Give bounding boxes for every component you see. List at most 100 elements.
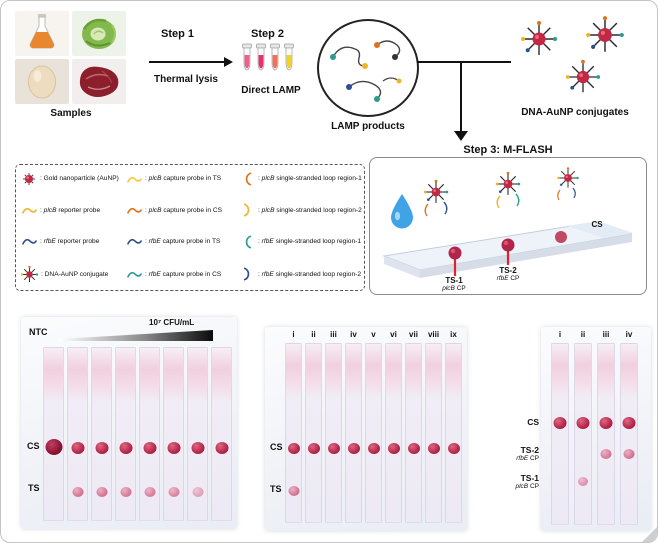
result-dot [307,443,320,454]
panel-b-collabels: i ii iii iv v vi vii viii ix [285,330,462,339]
strip-index-label: v [371,330,376,339]
lfa-strip [597,343,615,525]
lfa-strip [385,343,402,523]
lfa-strip [345,343,362,523]
strip-sample-pad [346,344,361,398]
legend-item: : Gold nanoparticle (AuNP) [21,172,124,186]
meat-sample-image [72,59,126,104]
plcb-loop-1-icon [239,172,255,186]
strip-sample-pad [140,348,159,402]
connector-line-horizontal [417,61,511,63]
result-dot [96,487,107,497]
dna-aunp-conjugates-group [509,13,645,105]
result-dot [191,442,204,454]
strip-sample-pad [188,348,207,402]
lfa-strip [139,347,160,521]
result-dot [119,442,132,454]
sample-photos [15,11,127,104]
panel-c-collabels: i ii iii iv [551,330,638,339]
plcb-loop-2-icon [239,203,255,217]
strip-sample-pad [116,348,135,402]
strip-sample-pad [306,344,321,398]
conjugate-stars-drawing [520,15,625,93]
lfa-strip [445,343,462,523]
lfa-strip [43,347,64,521]
strip-sample-pad [286,344,301,398]
result-dot [623,449,635,459]
legend-label: : rfbE capture probe in TS [145,238,221,246]
strip-sample-pad [164,348,183,402]
strip-sample-pad [446,344,461,398]
legend-item: : DNA-AuNP conjugate [21,265,124,283]
result-dot [287,443,300,454]
step1-label: Step 1 [161,28,195,40]
lfa-strip [187,347,208,521]
strip-sample-pad [326,344,341,398]
strip-index-label: i [292,330,295,339]
legend-item: : plcB single-stranded loop region-1 [239,172,363,186]
result-dot [387,443,400,454]
down-arrow [454,131,468,141]
aunp-icon [21,172,37,186]
legend-label: : plcB reporter probe [40,206,101,214]
rfbe-reporter-icon [21,236,37,247]
strip-index-label: iv [350,330,357,339]
strip-index-label: ii [580,330,586,339]
result-dot [120,487,131,497]
step2-label: Step 2 [251,28,285,40]
strip-sample-pad [621,344,637,398]
concentration-gradient-bar [59,330,213,341]
lfa-strip [574,343,592,525]
legend-label: : plcB capture probe in TS [145,175,222,183]
result-dot [168,487,179,497]
result-dot [407,443,420,454]
mflash-cs-strip-label: CS [591,220,603,229]
result-dot [327,443,340,454]
strip-index-label: viii [427,330,440,339]
panel-b-ts-row-label: TS [270,484,282,494]
legend-label: : Gold nanoparticle (AuNP) [40,175,119,183]
legend-label: : DNA-AuNP conjugate [41,270,109,278]
plcb-reporter-icon [21,205,37,216]
legend-box: : Gold nanoparticle (AuNP) : plcB capture… [15,164,365,291]
water-droplet-icon [391,194,413,229]
mflash-ts1-strip-label: TS-1 plcB CP [442,276,466,292]
result-dot [427,443,440,454]
result-dot [447,443,460,454]
strip-sample-pad [426,344,441,398]
result-dot [576,417,590,429]
lfa-strip [551,343,569,525]
strip-sample-pad [92,348,111,402]
legend-item: : plcB reporter probe [21,203,124,217]
lfa-strip [163,347,184,521]
lamp-tubes [241,43,295,82]
cabbage-sample-image [72,11,126,56]
samples-label: Samples [50,108,92,119]
panel-c-strips [551,343,638,525]
result-dot [599,417,613,429]
strip-index-label: ii [311,330,316,339]
step3-title: Step 3: M-FLASH [463,144,553,156]
egg-sample-image [15,59,69,104]
strip-sample-pad [386,344,401,398]
strip-index-label: vi [390,330,397,339]
lamp-tube [283,43,295,82]
lfa-strip [305,343,322,523]
step1-sublabel: Thermal lysis [154,74,218,85]
strip-index-label: iv [625,330,633,339]
step2-sublabel: Direct LAMP [241,85,301,96]
lamp-tube [241,43,253,82]
rfbe-loop-2-icon [239,267,255,281]
panel-b-cs-row-label: CS [270,442,283,452]
legend-item: : plcB single-stranded loop region-2 [239,203,363,217]
connector-line-vertical [460,61,462,131]
mflash-ts2-strip-label: TS-2 rfbE CP [496,266,520,282]
result-dot [72,487,83,497]
panel-c-ts2-label: TS-2 rfbE CP [516,445,539,462]
lfa-strip [620,343,638,525]
legend-item: : plcB capture probe in CS [126,203,237,217]
panel-dilution-series: NTC 10⁷ CFU/mL CS TS [21,317,237,529]
result-dot [600,449,612,459]
panel-a-strips [43,347,232,521]
legend-label: : rfbE reporter probe [40,238,100,246]
